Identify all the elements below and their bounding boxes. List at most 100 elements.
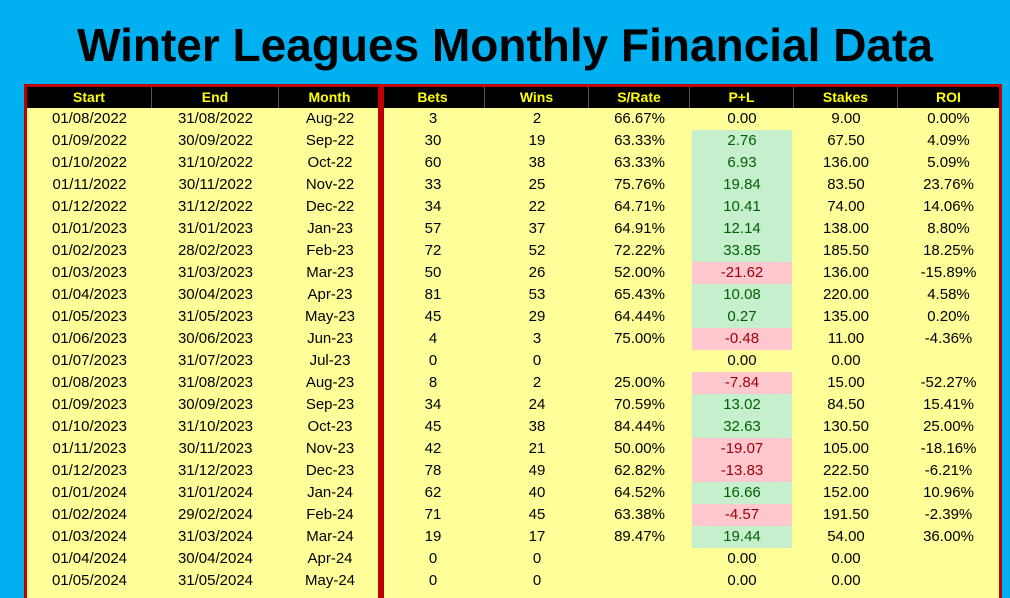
cell-stakes[interactable]: 136.00: [823, 154, 869, 171]
cell-end[interactable]: 31/01/2023: [177, 220, 254, 237]
cell-wins[interactable]: 49: [528, 462, 546, 479]
cell-strike-rate[interactable]: 63.38%: [614, 506, 665, 523]
cell-month[interactable]: Nov-23: [305, 440, 355, 457]
cell-stakes[interactable]: 220.00: [823, 286, 869, 303]
header-strike-rate[interactable]: S/Rate: [589, 87, 690, 108]
cell-month[interactable]: Apr-23: [307, 286, 353, 303]
cell-profit-loss[interactable]: 32.63: [690, 416, 794, 438]
cell-roi[interactable]: 0.00%: [927, 110, 970, 127]
cell-strike-rate[interactable]: 25.00%: [614, 374, 665, 391]
cell-stakes[interactable]: 83.50: [827, 176, 865, 193]
cell-month[interactable]: Mar-23: [306, 264, 354, 281]
cell-roi[interactable]: -4.36%: [924, 330, 973, 347]
cell-stakes[interactable]: 11.00: [827, 330, 865, 347]
cell-start[interactable]: 01/04/2024: [51, 550, 128, 567]
cell-roi[interactable]: 15.41%: [923, 396, 974, 413]
cell-start[interactable]: 01/08/2023: [51, 374, 128, 391]
cell-wins[interactable]: 24: [528, 396, 546, 413]
cell-end[interactable]: 31/03/2023: [177, 264, 254, 281]
cell-month[interactable]: Sep-23: [305, 396, 355, 413]
cell-profit-loss[interactable]: -13.83: [690, 460, 794, 482]
header-bets[interactable]: Bets: [381, 87, 485, 108]
cell-wins[interactable]: 45: [528, 506, 546, 523]
cell-wins[interactable]: 37: [528, 220, 546, 237]
cell-stakes[interactable]: 138.00: [823, 220, 869, 237]
cell-stakes[interactable]: 191.50: [823, 506, 869, 523]
cell-end[interactable]: 31/07/2023: [177, 352, 254, 369]
cell-wins[interactable]: 38: [528, 154, 546, 171]
cell-strike-rate[interactable]: 64.44%: [614, 308, 665, 325]
cell-bets[interactable]: 34: [424, 396, 442, 413]
cell-profit-loss[interactable]: 13.02: [690, 394, 794, 416]
cell-bets[interactable]: 0: [428, 572, 438, 589]
cell-start[interactable]: 01/11/2022: [52, 176, 127, 193]
cell-stakes[interactable]: 0.00: [831, 572, 861, 589]
cell-stakes[interactable]: 9.00: [831, 110, 861, 127]
cell-roi[interactable]: -18.16%: [920, 440, 977, 457]
cell-profit-loss[interactable]: -7.84: [690, 372, 794, 394]
cell-strike-rate[interactable]: 66.67%: [614, 110, 665, 127]
cell-bets[interactable]: 72: [424, 242, 442, 259]
cell-bets[interactable]: 33: [424, 176, 442, 193]
cell-profit-loss[interactable]: -0.48: [690, 328, 794, 350]
cell-end[interactable]: 31/03/2024: [177, 528, 254, 545]
cell-end[interactable]: 30/11/2023: [178, 440, 253, 457]
cell-start[interactable]: 01/07/2023: [51, 352, 128, 369]
cell-strike-rate[interactable]: 89.47%: [614, 528, 665, 545]
cell-bets[interactable]: 3: [428, 110, 438, 127]
cell-strike-rate[interactable]: 64.91%: [614, 220, 665, 237]
cell-end[interactable]: 30/04/2023: [177, 286, 254, 303]
cell-wins[interactable]: 52: [528, 242, 546, 259]
cell-end[interactable]: 31/12/2022: [177, 198, 254, 215]
cell-strike-rate[interactable]: 52.00%: [614, 264, 665, 281]
cell-wins[interactable]: 53: [528, 286, 546, 303]
cell-profit-loss[interactable]: 0.00: [690, 108, 794, 130]
cell-wins[interactable]: 19: [528, 132, 546, 149]
cell-start[interactable]: 01/08/2022: [51, 110, 128, 127]
cell-month[interactable]: May-23: [304, 308, 356, 325]
cell-month[interactable]: Dec-23: [305, 462, 355, 479]
cell-bets[interactable]: 0: [428, 352, 438, 369]
cell-end[interactable]: 29/02/2024: [177, 506, 254, 523]
cell-stakes[interactable]: 222.50: [823, 462, 869, 479]
cell-profit-loss[interactable]: 19.84: [690, 174, 794, 196]
cell-strike-rate[interactable]: 75.76%: [614, 176, 665, 193]
cell-bets[interactable]: 4: [428, 330, 438, 347]
cell-wins[interactable]: 40: [528, 484, 546, 501]
cell-start[interactable]: 01/12/2022: [51, 198, 128, 215]
cell-bets[interactable]: 62: [424, 484, 442, 501]
cell-month[interactable]: Jan-24: [307, 484, 353, 501]
cell-stakes[interactable]: 185.50: [823, 242, 869, 259]
cell-end[interactable]: 30/09/2023: [177, 396, 254, 413]
cell-month[interactable]: Dec-22: [305, 198, 355, 215]
cell-profit-loss[interactable]: 0.00: [690, 570, 794, 592]
cell-wins[interactable]: 0: [532, 352, 542, 369]
cell-strike-rate[interactable]: 62.82%: [614, 462, 665, 479]
cell-month[interactable]: Oct-23: [307, 418, 353, 435]
cell-roi[interactable]: 23.76%: [923, 176, 974, 193]
cell-stakes[interactable]: 105.00: [823, 440, 869, 457]
cell-roi[interactable]: 18.25%: [923, 242, 974, 259]
cell-profit-loss[interactable]: 12.14: [690, 218, 794, 240]
cell-stakes[interactable]: 136.00: [823, 264, 869, 281]
cell-strike-rate[interactable]: 65.43%: [614, 286, 665, 303]
cell-strike-rate[interactable]: 70.59%: [614, 396, 665, 413]
cell-stakes[interactable]: 0.00: [831, 352, 861, 369]
cell-roi[interactable]: 36.00%: [923, 528, 974, 545]
cell-roi[interactable]: 25.00%: [923, 418, 974, 435]
cell-end[interactable]: 31/10/2023: [177, 418, 254, 435]
cell-end[interactable]: 31/08/2023: [177, 374, 254, 391]
cell-bets[interactable]: 45: [424, 308, 442, 325]
cell-start[interactable]: 01/10/2023: [51, 418, 128, 435]
cell-roi[interactable]: 5.09%: [927, 154, 970, 171]
cell-start[interactable]: 01/01/2023: [51, 220, 128, 237]
cell-profit-loss[interactable]: 0.27: [690, 306, 794, 328]
header-profit-loss[interactable]: P+L: [690, 87, 794, 108]
cell-stakes[interactable]: 15.00: [827, 374, 865, 391]
cell-stakes[interactable]: 74.00: [827, 198, 865, 215]
cell-roi[interactable]: 10.96%: [923, 484, 974, 501]
cell-roi[interactable]: -6.21%: [924, 462, 973, 479]
cell-strike-rate[interactable]: 84.44%: [614, 418, 665, 435]
cell-end[interactable]: 28/02/2023: [177, 242, 254, 259]
cell-wins[interactable]: 25: [528, 176, 546, 193]
